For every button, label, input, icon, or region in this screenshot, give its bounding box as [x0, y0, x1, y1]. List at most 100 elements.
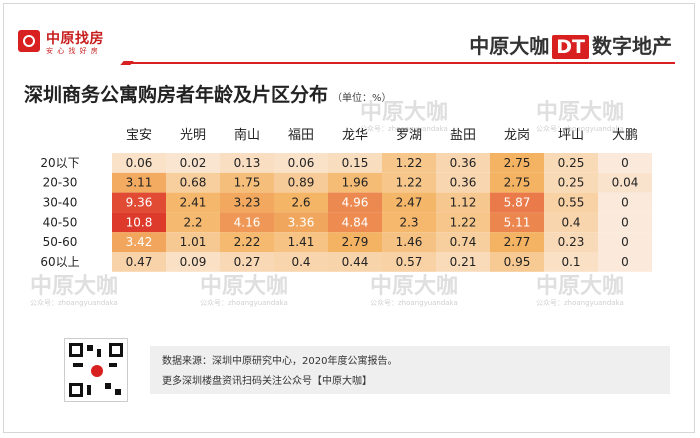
heatmap-cell	[220, 212, 274, 233]
heatmap-cell	[544, 212, 598, 233]
heatmap-cell	[274, 192, 328, 213]
heatmap-cell	[166, 212, 220, 233]
heatmap-cell	[274, 252, 328, 272]
heatmap-cell	[490, 192, 544, 213]
heatmap-cell	[112, 232, 166, 252]
brand-left: 中原大咖	[469, 34, 550, 58]
heatmap-cell	[220, 232, 274, 252]
footer-source-box: 数据来源：深圳中原研究中心，2020年度公寓报告。 更多深圳楼盘资讯扫码关注公众…	[150, 346, 670, 394]
cell-value: 3.36	[288, 215, 315, 229]
cell-value: 1.75	[234, 176, 261, 190]
brand-right: 数字地产	[592, 34, 672, 58]
watermark-text: 中原大咖	[536, 274, 625, 299]
heatmap-cell	[436, 192, 490, 213]
cell-value: 0.55	[558, 196, 585, 210]
heatmap-cell	[274, 232, 328, 252]
cell-value: 2.75	[504, 156, 531, 170]
heatmap-cell	[490, 153, 544, 173]
watermark: 中原大咖 公众号：zhoangyuandaka	[360, 94, 448, 134]
cell-value: 1.41	[288, 235, 315, 249]
heatmap-cell	[166, 192, 220, 213]
heatmap-cell	[544, 252, 598, 272]
cell-value: 0	[621, 215, 629, 229]
follow-text: 更多深圳楼盘资讯扫码关注公众号【中原大咖】	[162, 376, 372, 387]
cell-value: 1.12	[450, 196, 477, 210]
cell-value: 9.36	[126, 196, 153, 210]
watermark-sub: 公众号：zhoangyuandaka	[30, 299, 118, 307]
cell-value: 2.2	[183, 215, 202, 229]
cell-value: 1.96	[342, 176, 369, 190]
cell-value: 0.74	[450, 235, 477, 249]
column-label: 龙华	[342, 128, 368, 143]
header: 中原找房 安 心 找 好 房 中原大咖 DT 数字地产	[0, 0, 700, 66]
watermark-text: 中原大咖	[30, 274, 119, 299]
watermark-text: 中原大咖	[360, 100, 449, 125]
watermark-sub: 公众号：zhoangyuandaka	[370, 299, 458, 307]
cell-value: 0.25	[558, 176, 585, 190]
cell-value: 0.44	[342, 255, 369, 269]
cell-value: 0.06	[126, 156, 153, 170]
logo-name: 中原找房	[46, 31, 104, 47]
cell-value: 2.75	[504, 176, 531, 190]
row-label: 60以上	[40, 255, 79, 269]
heatmap-cell	[328, 192, 382, 213]
heatmap-cell	[490, 232, 544, 252]
heatmap-cell	[328, 232, 382, 252]
heatmap-cell	[112, 252, 166, 272]
row-label: 50-60	[43, 235, 78, 249]
cell-value: 1.01	[180, 235, 207, 249]
watermark-text: 中原大咖	[536, 100, 625, 125]
heatmap-cell	[166, 172, 220, 193]
cell-value: 3.42	[126, 235, 153, 249]
heatmap-cell	[544, 172, 598, 193]
page-frame	[3, 3, 695, 433]
heatmap-cell	[166, 153, 220, 173]
cell-value: 0.68	[180, 176, 207, 190]
chart-unit: （单位：%）	[332, 93, 392, 104]
heatmap-cell	[382, 232, 436, 252]
header-divider	[130, 62, 675, 64]
watermark-sub: 公众号：zhoangyuandaka	[536, 125, 624, 133]
cell-value: 0.36	[450, 156, 477, 170]
cell-value: 5.87	[504, 196, 531, 210]
watermark: 中原大咖 公众号：zhoangyuandaka	[536, 94, 624, 134]
column-label: 盐田	[450, 128, 476, 143]
cell-value: 2.6	[291, 196, 310, 210]
brand-dt-badge: DT	[552, 35, 589, 59]
cell-value: 3.23	[234, 196, 261, 210]
cell-value: 0.36	[450, 176, 477, 190]
cell-value: 1.22	[450, 215, 477, 229]
row-label: 20以下	[40, 156, 79, 170]
qr-logo-icon	[91, 365, 103, 377]
chart-title-text: 深圳商务公寓购房者年龄及片区分布	[24, 84, 329, 106]
data-source-text: 数据来源：深圳中原研究中心，2020年度公寓报告。	[162, 356, 398, 367]
column-label: 坪山	[558, 128, 584, 143]
cell-value: 0.13	[234, 156, 261, 170]
column-label: 龙岗	[504, 128, 530, 143]
cell-value: 0	[621, 235, 629, 249]
cell-value: 1.46	[396, 235, 423, 249]
heatmap-cell	[544, 232, 598, 252]
heatmap-cell	[220, 172, 274, 193]
cell-value: 0	[621, 255, 629, 269]
heatmap-cell	[598, 172, 652, 193]
cell-value: 4.96	[342, 196, 369, 210]
column-label: 大鹏	[612, 128, 638, 143]
heatmap-cell	[598, 192, 652, 213]
cell-value: 10.8	[126, 215, 153, 229]
cell-value: 5.11	[504, 215, 531, 229]
brand-title: 中原大咖 DT 数字地产	[469, 30, 672, 59]
row-label: 40-50	[43, 215, 78, 229]
column-label: 罗湖	[396, 128, 422, 143]
watermark-sub: 公众号：zhoangyuandaka	[200, 299, 288, 307]
heatmap-cell	[436, 212, 490, 233]
heatmap-cell	[112, 172, 166, 193]
heatmap-cell	[598, 232, 652, 252]
cell-value: 0.1	[561, 255, 580, 269]
cell-value: 2.22	[234, 235, 261, 249]
cell-value: 0.89	[288, 176, 315, 190]
cell-value: 1.22	[396, 176, 423, 190]
heatmap-cell	[166, 232, 220, 252]
column-label: 光明	[180, 128, 206, 143]
